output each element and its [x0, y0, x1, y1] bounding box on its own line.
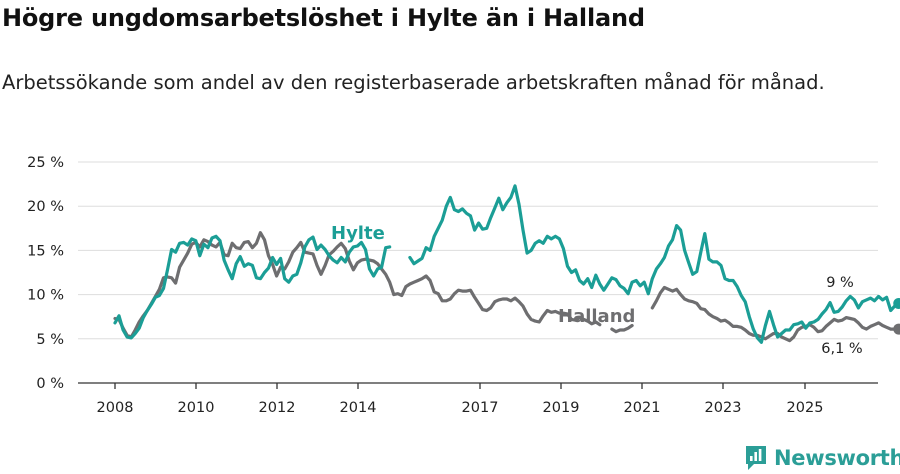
newsworthy-logo-icon	[746, 446, 766, 470]
end-dot-halland	[893, 323, 900, 335]
brand: Newsworthy	[744, 443, 900, 473]
x-tick-label: 2008	[97, 400, 134, 416]
x-tick-label: 2012	[259, 400, 296, 416]
y-tick-label: 0 %	[36, 376, 64, 392]
y-tick-label: 25 %	[27, 155, 64, 171]
series-line-halland	[610, 323, 634, 334]
series-lines	[113, 184, 900, 344]
x-tick-label: 2010	[178, 400, 215, 416]
chart-title: Högre ungdomsarbetslöshet i Hylte än i H…	[2, 4, 645, 32]
y-axis-ticks: 0 % 5 % 10 % 15 % 20 % 25 %	[27, 155, 64, 392]
series-label-halland: Halland	[558, 306, 635, 327]
y-tick-label: 10 %	[27, 288, 64, 304]
brand-name: Newsworthy	[774, 446, 900, 470]
chart-subtitle: Arbetssökande som andel av den registerb…	[2, 71, 825, 94]
x-tick-label: 2017	[462, 400, 499, 416]
end-dot-hylte	[893, 297, 900, 309]
x-tick-label: 2014	[340, 400, 377, 416]
x-tick-label: 2023	[705, 400, 742, 416]
series-label-hylte: Hylte	[331, 223, 385, 244]
end-value-halland: 6,1 %	[821, 341, 862, 357]
x-tick-label: 2019	[543, 400, 580, 416]
gridlines	[78, 161, 878, 340]
series-labels: Hylte Halland 9 % 6,1 %	[331, 223, 863, 357]
x-axis: 2008 2010 2012 2014 2017 2019 2021 2023 2025	[78, 382, 878, 416]
y-tick-label: 5 %	[36, 332, 64, 348]
y-tick-label: 15 %	[27, 243, 64, 259]
x-tick-label: 2021	[624, 400, 661, 416]
end-value-hylte: 9 %	[826, 275, 854, 291]
y-tick-label: 20 %	[27, 199, 64, 215]
x-tick-label: 2025	[787, 400, 824, 416]
series-line-hylte	[113, 234, 392, 340]
series-line-hylte	[408, 184, 900, 344]
